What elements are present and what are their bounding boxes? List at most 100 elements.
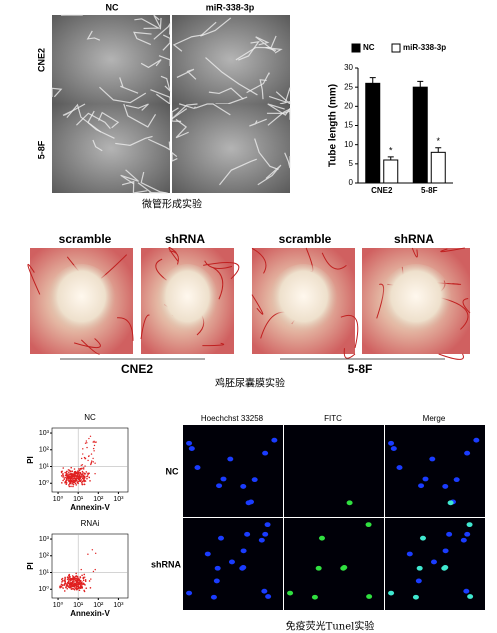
event-dot xyxy=(94,441,96,444)
cell xyxy=(245,500,252,506)
column-label: miR-338-3p xyxy=(206,2,255,12)
event-dot xyxy=(67,469,70,471)
event-dot xyxy=(70,587,72,589)
event-dot xyxy=(80,479,83,481)
event-dot xyxy=(68,484,70,486)
tube xyxy=(115,135,153,146)
event-dot xyxy=(62,479,64,482)
event-dot xyxy=(67,471,70,474)
event-dot xyxy=(75,479,78,482)
vessel xyxy=(202,342,225,347)
event-dot xyxy=(64,474,67,477)
cell xyxy=(430,559,437,565)
x-tick-label: 10⁰ xyxy=(53,601,64,609)
bar xyxy=(383,159,399,184)
event-dot xyxy=(61,581,63,583)
cell xyxy=(251,477,258,483)
event-dot xyxy=(90,453,93,455)
group-label: 5-8F xyxy=(348,362,373,376)
event-dot xyxy=(74,482,77,485)
tube xyxy=(268,87,291,103)
x-tick-label: 10¹ xyxy=(73,602,84,609)
event-dot xyxy=(83,456,86,459)
event-dot xyxy=(72,584,75,586)
event-dot xyxy=(73,477,76,480)
legend-label: miR-338-3p xyxy=(403,43,446,52)
event-dot xyxy=(75,484,78,486)
cam-label: shRNA xyxy=(165,232,205,246)
cell xyxy=(214,565,221,571)
event-dot xyxy=(81,586,83,588)
event-dot xyxy=(69,581,71,584)
event-dot xyxy=(82,474,84,477)
cell xyxy=(446,531,453,537)
legend-swatch xyxy=(391,43,401,53)
caption: 鸡胚尿囊膜实验 xyxy=(215,377,285,390)
cell xyxy=(467,594,474,599)
event-dot xyxy=(69,584,71,587)
event-dot xyxy=(72,588,75,590)
event-dot xyxy=(70,579,72,581)
tube xyxy=(137,182,168,194)
cell xyxy=(271,437,278,443)
cell xyxy=(453,477,460,483)
event-dot xyxy=(83,475,86,478)
event-dot xyxy=(93,450,95,452)
event-dot xyxy=(73,481,76,484)
cam-graft xyxy=(269,264,338,336)
event-dot xyxy=(64,577,66,579)
y-tick-label: 10³ xyxy=(39,536,50,543)
micrograph xyxy=(172,15,290,104)
event-dot xyxy=(69,470,72,473)
event-dot xyxy=(88,476,91,479)
cell xyxy=(194,465,201,470)
y-tick-label: 5 xyxy=(349,159,354,168)
fluorescence-image xyxy=(284,425,384,517)
event-dot xyxy=(86,477,88,480)
caption: 免疫荧光Tunel实验 xyxy=(286,620,375,633)
event-dot xyxy=(72,485,74,488)
significance: * xyxy=(436,136,440,146)
cell xyxy=(447,500,454,506)
bar xyxy=(365,82,381,184)
event-dot xyxy=(68,574,70,577)
event-dot xyxy=(66,476,69,478)
event-dot xyxy=(82,579,85,582)
event-dot xyxy=(84,580,87,583)
tube xyxy=(158,55,171,66)
event-dot xyxy=(72,474,74,477)
event-dot xyxy=(84,458,86,460)
event-dot xyxy=(85,440,88,442)
legend-label: NC xyxy=(363,43,375,52)
event-dot xyxy=(88,437,90,440)
event-dot xyxy=(70,585,72,588)
cell xyxy=(406,551,413,557)
event-dot xyxy=(83,467,85,469)
event-dot xyxy=(65,483,68,486)
event-dot xyxy=(87,472,89,474)
event-dot xyxy=(63,583,66,586)
event-dot xyxy=(83,573,86,576)
event-dot xyxy=(81,470,84,473)
tube xyxy=(208,87,244,100)
cell xyxy=(204,551,211,557)
y-tick-label: 25 xyxy=(344,82,353,91)
event-dot xyxy=(75,572,77,575)
cell xyxy=(240,565,247,570)
vessel xyxy=(212,267,224,300)
event-dot xyxy=(80,585,83,587)
tube xyxy=(153,21,171,40)
cell xyxy=(210,594,217,600)
tube xyxy=(257,164,282,186)
tube xyxy=(254,138,279,171)
tube xyxy=(238,40,260,61)
event-dot xyxy=(92,441,94,443)
event-dot xyxy=(86,442,88,444)
y-axis-label: PI xyxy=(26,456,35,464)
event-dot xyxy=(92,447,95,450)
y-tick-label: 10¹ xyxy=(39,463,50,470)
cell xyxy=(463,588,470,594)
event-dot xyxy=(81,468,83,470)
cell xyxy=(365,522,372,528)
event-dot xyxy=(67,477,70,480)
